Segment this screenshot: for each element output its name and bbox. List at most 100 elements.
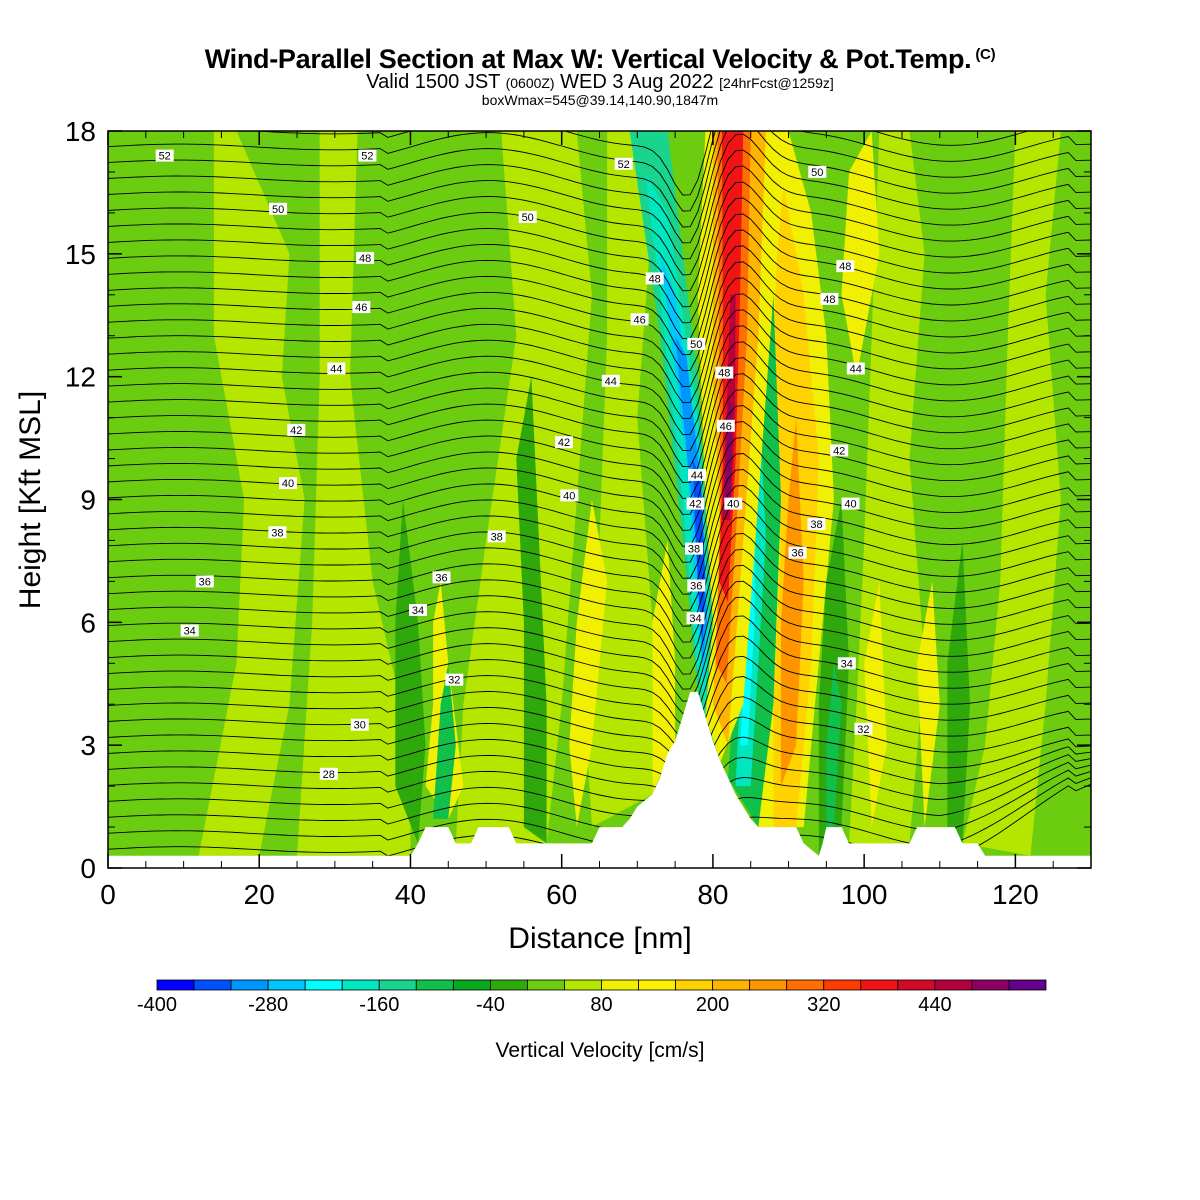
svg-text:46: 46 (355, 302, 367, 314)
isentrope-label: 38 (268, 526, 287, 539)
isentrope-line (108, 357, 1091, 483)
isentrope-label: 42 (287, 423, 306, 437)
svg-text:44: 44 (605, 376, 617, 388)
colorbar-swatch (601, 979, 639, 991)
weak-updraft-band (297, 131, 411, 856)
isentrope-line (108, 516, 1091, 643)
svg-text:48: 48 (823, 294, 835, 306)
x-tick-label: 120 (992, 879, 1039, 910)
isentrope-line (108, 133, 1091, 260)
isentrope-line (108, 754, 1091, 814)
colorbar: -400 -280 -160 -40 80 200 320 440 (137, 979, 1047, 1016)
isentrope-label: 28 (319, 767, 338, 781)
isentrope-label: 48 (645, 272, 664, 285)
svg-text:44: 44 (850, 364, 862, 376)
isentrope-line (108, 277, 1091, 404)
vertical-velocity-field (198, 131, 1061, 856)
utc-time-text: (0600Z) (505, 75, 555, 91)
isentrope-label: 48 (356, 251, 375, 265)
isentrope-label: 34 (837, 657, 856, 670)
isentrope-line (108, 309, 1091, 436)
svg-text:36: 36 (199, 576, 211, 588)
isentrope-label: 32 (445, 673, 464, 687)
x-tick-label: 20 (244, 879, 275, 910)
isentrope-line (108, 131, 1091, 228)
svg-text:38: 38 (491, 531, 503, 543)
svg-text:36: 36 (435, 572, 447, 584)
isentrope-label: 46 (630, 313, 649, 326)
isentrope-line (108, 131, 1030, 196)
x-tick-label: 40 (395, 879, 426, 910)
svg-text:32: 32 (448, 675, 460, 687)
y-tick-label: 3 (80, 730, 96, 761)
svg-text:34: 34 (412, 605, 424, 617)
isentrope-label: 30 (350, 718, 369, 732)
isentrope-label: 50 (518, 211, 537, 224)
isentrope-line (108, 229, 1091, 356)
colorbar-tick-label: 200 (696, 994, 729, 1016)
colorbar-swatch (156, 979, 195, 991)
svg-text:46: 46 (633, 314, 645, 326)
colorbar-swatch (267, 979, 306, 991)
isentrope-line (108, 437, 1091, 563)
isentrope-line (108, 245, 1091, 372)
isentrope-label: 36 (788, 546, 807, 560)
colorbar-swatch (378, 979, 417, 991)
svg-text:40: 40 (282, 478, 294, 490)
isentrope-label: 36 (195, 575, 214, 588)
svg-text:42: 42 (290, 425, 302, 437)
svg-text:46: 46 (720, 421, 732, 433)
svg-text:50: 50 (690, 339, 702, 351)
svg-text:48: 48 (359, 253, 371, 265)
svg-text:38: 38 (810, 519, 822, 531)
svg-text:48: 48 (649, 273, 661, 285)
isentrope-label: 40 (279, 477, 297, 490)
colorbar-tick-label: 320 (807, 994, 840, 1016)
isentrope-label: 40 (841, 497, 860, 511)
isentrope-label: 42 (830, 444, 849, 457)
colorbar-swatch (823, 979, 862, 991)
valid-time-subtitle: Valid 1500 JST (0600Z) WED 3 Aug 2022 [2… (0, 71, 1200, 94)
svg-text:50: 50 (522, 212, 534, 224)
isentrope-label: 38 (807, 518, 826, 531)
colorbar-swatch (749, 979, 788, 991)
isentrope-line (108, 165, 1091, 292)
svg-text:48: 48 (718, 368, 730, 380)
terrain-silhouette (108, 691, 1091, 868)
isentrope-line (108, 761, 1091, 827)
isentrope-label: 34 (180, 624, 199, 638)
svg-text:36: 36 (791, 548, 803, 560)
chart-title-text: Wind-Parallel Section at Max W: Vertical… (204, 44, 972, 74)
colorbar-swatch (489, 979, 528, 991)
colorbar-swatch (897, 979, 936, 991)
svg-text:40: 40 (563, 490, 575, 502)
colorbar-swatch (675, 979, 714, 991)
svg-text:48: 48 (839, 261, 851, 273)
svg-text:40: 40 (727, 499, 739, 511)
valid-time-text: Valid 1500 JST (366, 71, 501, 93)
svg-text:52: 52 (618, 159, 630, 171)
colorbar-swatch (1008, 979, 1047, 991)
svg-text:44: 44 (691, 470, 703, 482)
isentrope-line (108, 532, 1091, 659)
isentrope-line (108, 373, 1091, 499)
isentrope-line (108, 341, 1091, 467)
colorbar-swatch (786, 979, 825, 991)
svg-text:50: 50 (272, 204, 284, 216)
colorbar-swatch (527, 979, 565, 991)
colorbar-swatch (638, 979, 676, 991)
isentrope-labels: 52 52 52 50 50 50 48 48 48 46 46 48 44 44 44 42 42 42 40 40… (155, 149, 873, 781)
isentrope-line (108, 716, 1091, 789)
isentrope-line (108, 485, 1091, 611)
isentrope-label: 44 (601, 374, 620, 388)
isentrope-label: 32 (854, 722, 873, 736)
svg-text:50: 50 (811, 167, 823, 179)
colorbar-swatch (193, 979, 232, 991)
svg-text:32: 32 (857, 724, 869, 736)
terrain-mask (108, 691, 1091, 868)
colorbar-swatch (452, 979, 491, 991)
svg-text:44: 44 (330, 364, 342, 376)
updraft-band (841, 131, 880, 377)
downdraft-band (433, 663, 456, 819)
